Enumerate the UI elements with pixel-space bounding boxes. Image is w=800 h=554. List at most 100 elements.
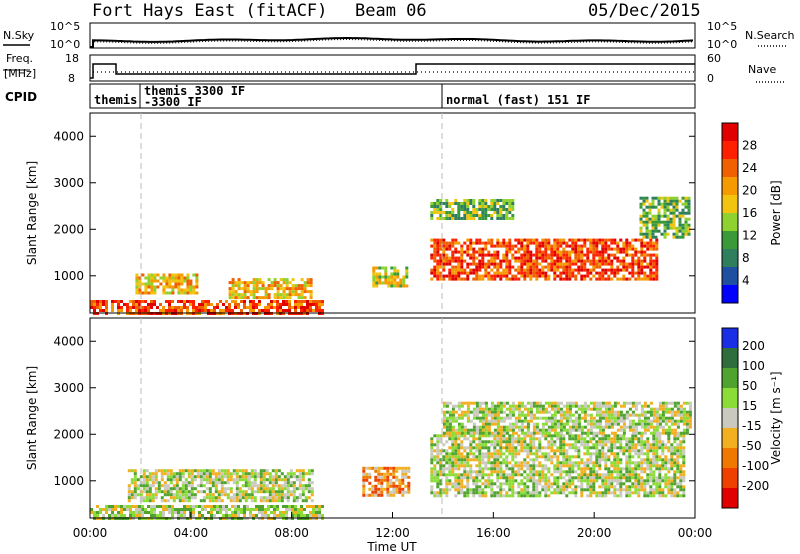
echo-cell [180,508,183,511]
echo-cell [661,431,665,435]
echo-cell [598,262,602,266]
echo-cell [288,293,292,297]
echo-cell [457,437,461,441]
echo-cell [535,485,539,489]
echo-cell [466,214,470,217]
echo-cell [472,425,476,429]
echo-cell [565,410,569,414]
echo-cell [661,452,665,456]
echo-cell [377,487,381,491]
echo-cell [541,259,545,263]
echo-cell [652,437,656,441]
echo-cell [595,434,599,438]
echo-cell [535,425,539,429]
echo-cell [177,279,181,283]
echo-cell [445,241,449,245]
echo-cell [505,407,509,411]
echo-cell [604,458,608,462]
echo-cell [640,488,644,492]
echo-cell [144,508,147,511]
echo-cell [589,407,593,411]
echo-cell [586,404,590,408]
echo-cell [201,505,204,508]
echo-cell [663,229,667,233]
echo-cell [448,437,452,441]
echo-cell [261,281,265,285]
echo-cell [255,303,258,306]
echo-cell [595,413,599,417]
echo-cell [487,238,491,242]
echo-cell [496,473,500,477]
echo-cell [654,223,658,227]
echo-cell [532,241,536,245]
echo-cell [580,265,584,269]
echo-cell [663,223,667,227]
echo-cell [625,241,629,245]
echo-cell [466,428,470,432]
echo-cell [499,467,503,471]
echo-cell [688,419,692,423]
echo-cell [111,306,114,309]
echo-cell [514,470,518,474]
echo-cell [559,434,563,438]
echo-cell [541,479,545,483]
echo-cell [646,458,650,462]
echo-cell [241,496,245,500]
echo-cell [193,496,197,500]
echo-cell [610,238,614,242]
echo-cell [523,262,527,266]
echo-cell [505,437,509,441]
echo-cell [505,202,509,205]
echo-cell [670,431,674,435]
echo-cell [439,467,443,471]
echo-cell [628,425,632,429]
echo-cell [493,208,497,211]
echo-cell [664,461,668,465]
echo-cell [502,431,506,435]
echo-cell [111,505,114,508]
echo-cell [574,470,578,474]
echo-cell [640,437,644,441]
echo-cell [292,472,296,476]
echo-cell [268,472,272,476]
echo-cell [490,244,494,248]
echo-cell [580,467,584,471]
echo-cell [646,419,650,423]
echo-cell [562,253,566,257]
echo-cell [589,413,593,417]
echo-cell [392,493,396,497]
echo-cell [514,479,518,483]
echo-cell [433,274,437,278]
echo-cell [652,434,656,438]
echo-cell [643,274,647,278]
echo-cell [496,410,500,414]
echo-cell [601,244,605,248]
echo-cell [202,469,206,473]
echo-cell [571,241,575,245]
echo-cell [652,241,656,245]
echo-cell [583,277,587,281]
echo-cell [520,413,524,417]
echo-cell [610,247,614,251]
echo-cell [517,428,521,432]
echo-cell [520,419,524,423]
echo-cell [177,282,181,286]
sky-noise-line [90,37,694,48]
echo-cell [481,428,485,432]
echo-cell [102,309,105,312]
echo-cell [645,220,649,224]
echo-cell [490,401,494,405]
echo-cell [490,214,494,217]
echo-cell [670,452,674,456]
echo-cell [643,422,647,426]
echo-cell [252,514,255,517]
echo-cell [401,466,405,470]
echo-cell [625,476,629,480]
echo-cell [502,482,506,486]
echo-cell [205,493,209,497]
echo-cell [649,413,653,417]
echo-cell [481,482,485,486]
echo-cell [664,416,668,420]
